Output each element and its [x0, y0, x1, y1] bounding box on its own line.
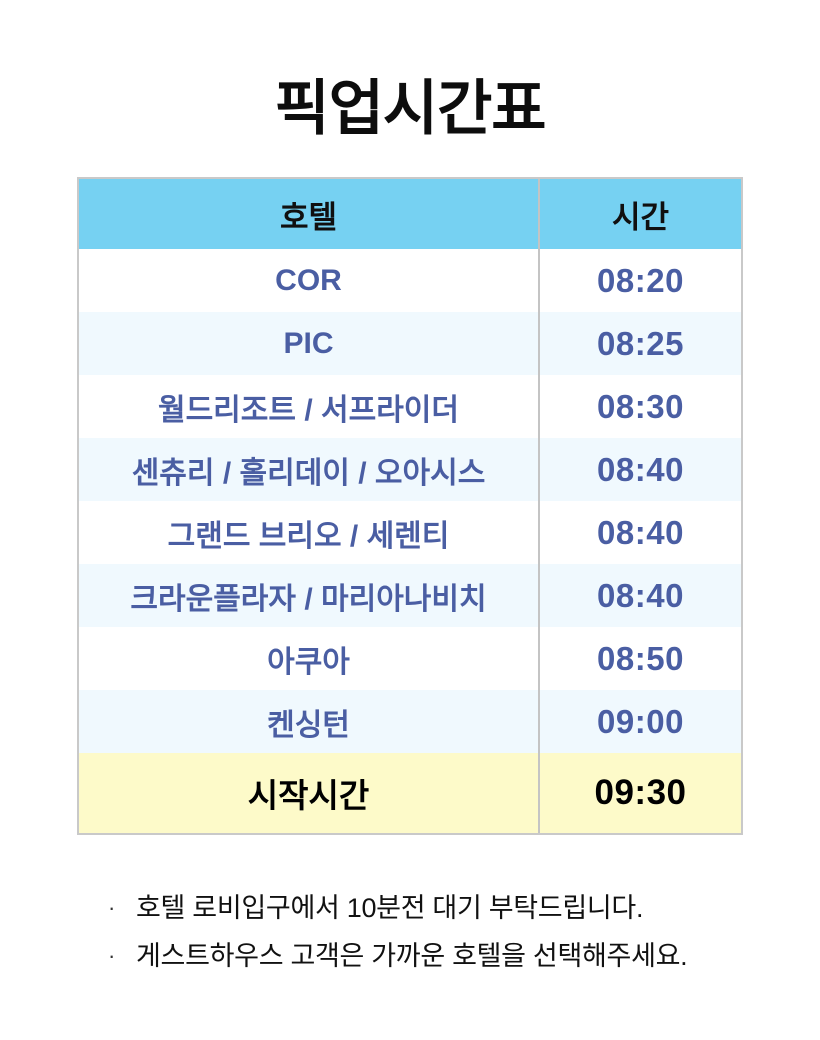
table-header-row: 호텔 시간: [79, 179, 741, 249]
table-row: 켄싱턴 09:00: [79, 690, 741, 753]
note-item: · 호텔 로비입구에서 10분전 대기 부탁드립니다.: [108, 891, 748, 925]
table-row: 센츄리 / 홀리데이 / 오아시스 08:40: [79, 438, 741, 501]
footer-notes: · 호텔 로비입구에서 10분전 대기 부탁드립니다. · 게스트하우스 고객은…: [108, 891, 748, 973]
time-cell: 08:30: [597, 387, 684, 425]
hotel-cell: 크라운플라자 / 마리아나비치: [79, 564, 540, 627]
hotel-cell: 월드리조트 / 서프라이더: [79, 375, 540, 438]
bullet-icon: ·: [108, 943, 116, 968]
hotel-cell: 켄싱턴: [79, 690, 540, 753]
table-row: 그랜드 브리오 / 세렌티 08:40: [79, 501, 741, 564]
note-text: 게스트하우스 고객은 가까운 호텔을 선택해주세요.: [136, 941, 688, 971]
time-cell: 08:40: [597, 576, 684, 614]
hotel-cell: 아쿠아: [79, 627, 540, 690]
note-item: · 게스트하우스 고객은 가까운 호텔을 선택해주세요.: [108, 939, 748, 973]
time-cell: 08:40: [597, 450, 684, 488]
start-time-row: 시작시간 09:30: [79, 753, 741, 833]
table-row: 크라운플라자 / 마리아나비치 08:40: [79, 564, 741, 627]
table-row: COR 08:20: [79, 249, 741, 312]
hotel-cell: 그랜드 브리오 / 세렌티: [79, 501, 540, 564]
start-time-value: 09:30: [594, 773, 687, 812]
hotel-cell: PIC: [79, 312, 540, 375]
pickup-timetable: 호텔 시간 COR 08:20 PIC 08:25 월드리조트 / 서프라이더 …: [77, 177, 743, 835]
note-text: 호텔 로비입구에서 10분전 대기 부탁드립니다.: [136, 893, 644, 923]
time-cell: 09:00: [597, 702, 684, 740]
table-row: 월드리조트 / 서프라이더 08:30: [79, 375, 741, 438]
time-cell: 08:20: [597, 261, 684, 299]
start-time-label: 시작시간: [79, 753, 540, 833]
time-cell: 08:25: [597, 324, 684, 362]
table-row: 아쿠아 08:50: [79, 627, 741, 690]
hotel-cell: 센츄리 / 홀리데이 / 오아시스: [79, 438, 540, 501]
table-row: PIC 08:25: [79, 312, 741, 375]
hotel-cell: COR: [79, 249, 540, 312]
time-cell: 08:40: [597, 513, 684, 551]
time-cell: 08:50: [597, 639, 684, 677]
page-title: 픽업시간표: [274, 75, 547, 142]
header-time: 시간: [611, 199, 670, 235]
bullet-icon: ·: [108, 895, 116, 920]
header-hotel: 호텔: [79, 179, 540, 249]
